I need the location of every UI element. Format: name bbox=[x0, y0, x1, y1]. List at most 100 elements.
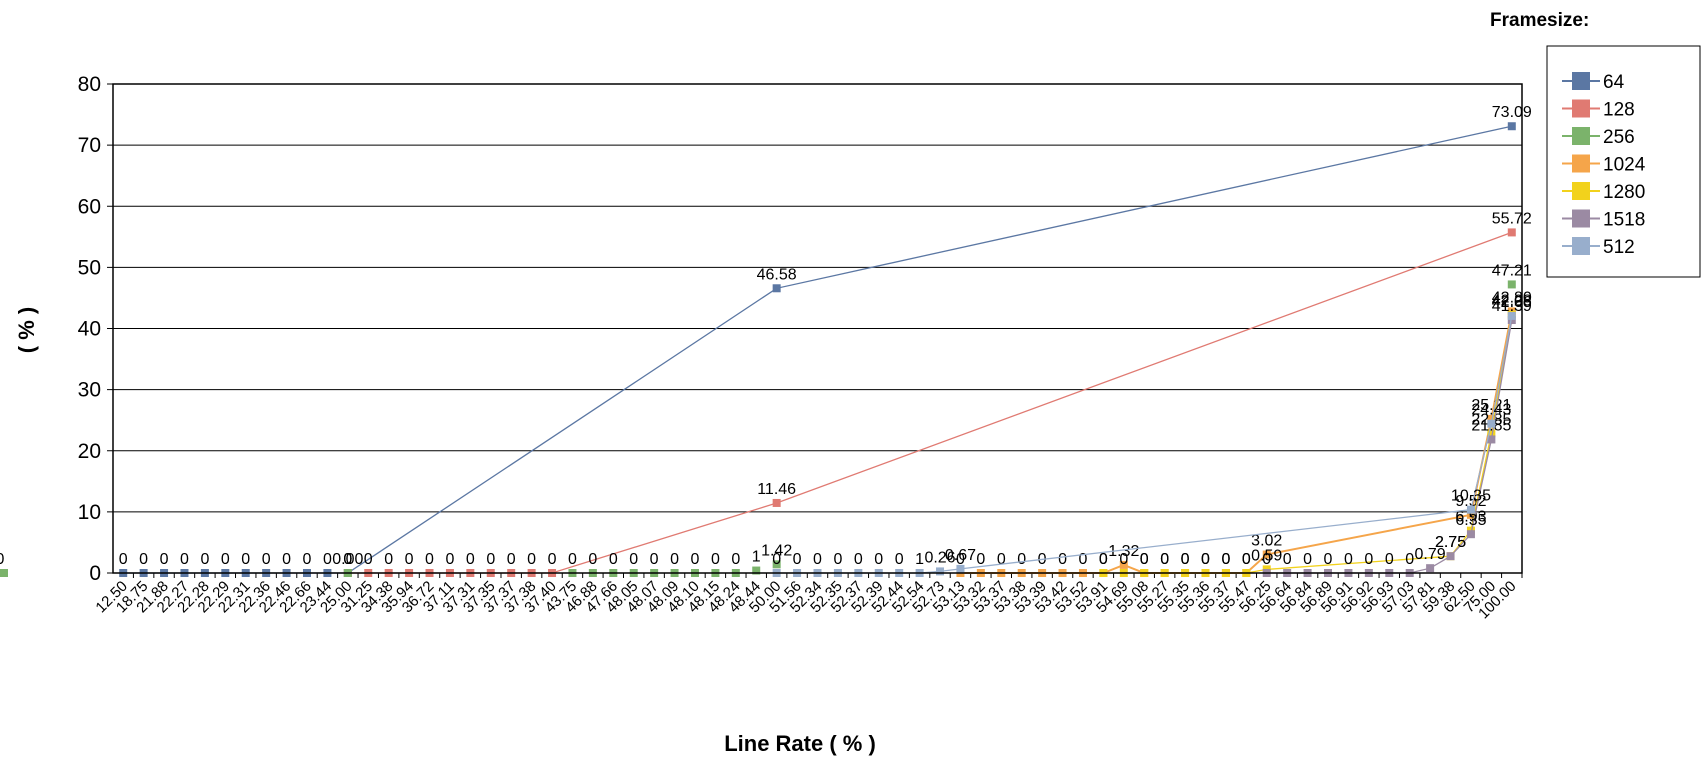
legend-swatch bbox=[1572, 154, 1590, 173]
data-label: 0 bbox=[303, 551, 312, 568]
legend-swatch bbox=[1572, 127, 1590, 145]
legend-label: 64 bbox=[1603, 72, 1625, 93]
x-axis-ticks: 12.5018.7521.8822.2722.2822.2922.3122.36… bbox=[92, 573, 1523, 622]
data-label: 1 bbox=[915, 551, 924, 568]
legend-title: Framesize: bbox=[1490, 10, 1589, 31]
data-label: 0 bbox=[670, 551, 679, 568]
data-label: 0 bbox=[1017, 551, 1026, 568]
legend-label: 1280 bbox=[1603, 182, 1645, 203]
data-label: 0.26 bbox=[924, 549, 955, 566]
y-tick-label: 60 bbox=[78, 195, 101, 218]
legend-item-1280: 1280 bbox=[1562, 182, 1645, 203]
data-point bbox=[1426, 564, 1435, 573]
legend-item-128: 128 bbox=[1562, 99, 1635, 121]
data-label: 0 bbox=[997, 551, 1006, 568]
data-label: 0 bbox=[588, 551, 597, 568]
data-point bbox=[0, 569, 8, 577]
data-label: 0 bbox=[691, 551, 700, 568]
data-label: 0.59 bbox=[1251, 547, 1282, 564]
data-label: 0 bbox=[956, 551, 965, 568]
y-tick-label: 0 bbox=[89, 562, 101, 585]
data-label: 0 bbox=[486, 551, 495, 568]
data-label: 0 bbox=[1221, 551, 1230, 568]
plot-frame bbox=[112, 83, 1523, 574]
legend-swatch bbox=[1572, 209, 1590, 228]
series-line-64 bbox=[123, 125, 1512, 574]
data-point bbox=[1487, 435, 1496, 444]
data-label: 10.35 bbox=[1451, 488, 1491, 505]
data-label: 73.09 bbox=[1492, 104, 1532, 121]
y-tick-label: 40 bbox=[78, 318, 101, 341]
data-point bbox=[1466, 510, 1475, 519]
data-label: 0 bbox=[1385, 551, 1394, 568]
data-label: 1.32 bbox=[1108, 543, 1139, 560]
data-label: 42.06 bbox=[1492, 294, 1532, 311]
legend-frame bbox=[1546, 45, 1701, 278]
data-label: 0 bbox=[1262, 551, 1271, 568]
data-label: 0 bbox=[1079, 551, 1088, 568]
data-label: 0 bbox=[282, 551, 291, 568]
data-label: 0 bbox=[1181, 551, 1190, 568]
y-tick-label: 80 bbox=[78, 73, 101, 96]
data-point bbox=[956, 564, 965, 573]
data-label: 0.79 bbox=[1415, 546, 1446, 563]
data-point bbox=[1487, 414, 1496, 423]
data-label: 0 bbox=[1242, 551, 1251, 568]
data-label: 0 bbox=[609, 551, 618, 568]
data-label: 0 bbox=[323, 551, 332, 568]
data-label: 0 bbox=[895, 551, 904, 568]
data-label: 0 bbox=[1119, 551, 1128, 568]
data-point bbox=[1466, 530, 1475, 539]
data-label: 0 bbox=[1283, 551, 1292, 568]
data-label: 6.93 bbox=[1455, 509, 1486, 526]
x-axis-label: Line Rate ( % ) bbox=[724, 731, 876, 756]
data-label: 0 bbox=[650, 551, 659, 568]
data-point bbox=[1487, 419, 1496, 428]
data-point bbox=[1487, 429, 1496, 438]
series-line-1518 bbox=[1266, 319, 1513, 574]
data-label: 0 bbox=[874, 551, 883, 568]
legend-item-64: 64 bbox=[1562, 72, 1625, 93]
y-tick-label: 30 bbox=[78, 379, 101, 402]
data-label: 0 bbox=[1099, 551, 1108, 568]
data-label: 0 bbox=[976, 551, 985, 568]
data-label: 0 bbox=[1099, 551, 1108, 568]
data-label: 0 bbox=[793, 551, 802, 568]
data-label: 0 bbox=[568, 551, 577, 568]
data-label: 0 bbox=[854, 551, 863, 568]
series-line-512 bbox=[776, 315, 1513, 574]
data-point bbox=[936, 567, 945, 576]
data-point bbox=[1507, 316, 1516, 325]
y-tick-label: 70 bbox=[78, 134, 101, 157]
data-label: 0 bbox=[405, 551, 414, 568]
data-label: 0 bbox=[1160, 551, 1169, 568]
data-label: 0 bbox=[1242, 551, 1251, 568]
data-label: 25.21 bbox=[1471, 397, 1511, 414]
data-label: 55.72 bbox=[1492, 210, 1532, 227]
data-label: 0 bbox=[1140, 551, 1149, 568]
data-label: 24.43 bbox=[1471, 402, 1511, 419]
data-label: 0 bbox=[527, 551, 536, 568]
data-label: 0 bbox=[1344, 551, 1353, 568]
data-point bbox=[1507, 280, 1516, 289]
legend-item-256: 256 bbox=[1562, 127, 1635, 148]
legend-swatch bbox=[1572, 99, 1590, 118]
y-tick-label: 10 bbox=[78, 501, 101, 524]
data-label: 0 bbox=[1405, 551, 1414, 568]
data-label: 0 bbox=[1303, 551, 1312, 568]
data-point bbox=[772, 560, 781, 569]
legend-swatch bbox=[1572, 182, 1590, 200]
data-label: 0 bbox=[833, 551, 842, 568]
data-label: 0 bbox=[711, 551, 720, 568]
y-tick-label: 50 bbox=[78, 256, 101, 279]
data-label: 0 bbox=[772, 551, 781, 568]
data-label: 0 bbox=[1221, 551, 1230, 568]
data-label: 0 bbox=[548, 551, 557, 568]
legend-item-512: 512 bbox=[1562, 237, 1635, 258]
